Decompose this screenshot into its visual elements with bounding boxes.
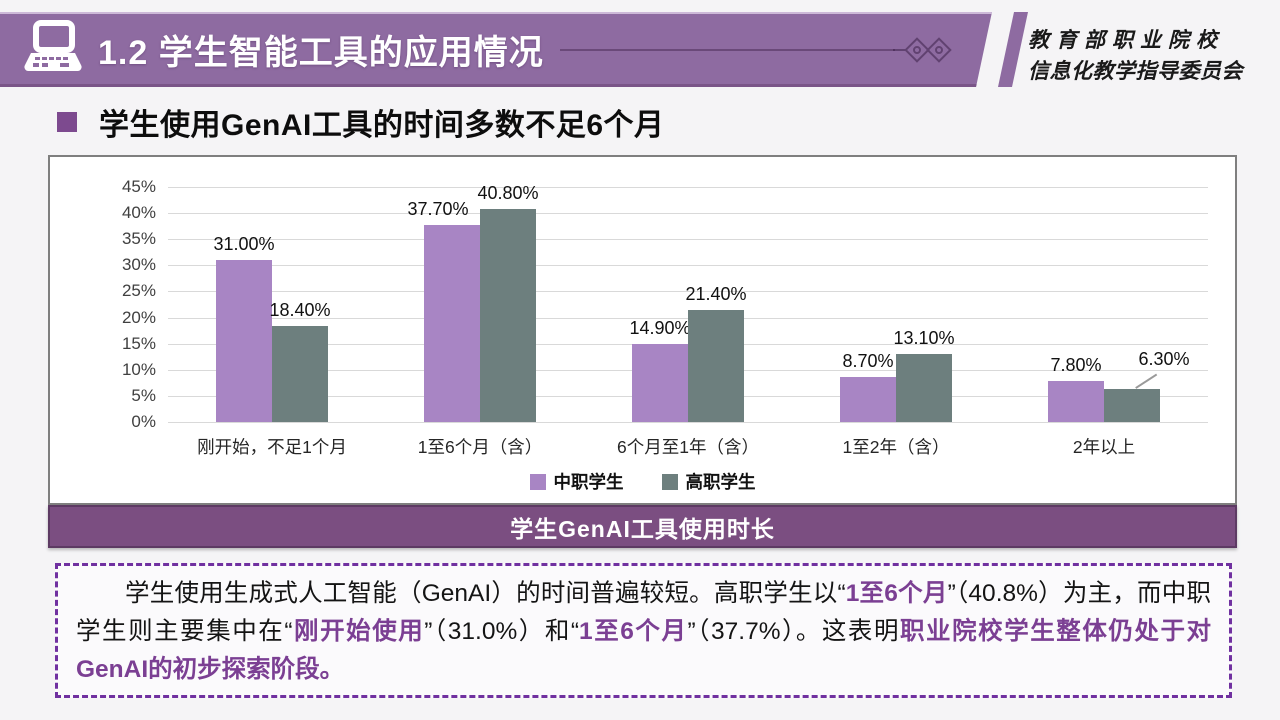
- bar-中职学生: 31.00%: [213, 234, 275, 422]
- bar-value-label: 21.40%: [685, 284, 747, 305]
- summary-emphasis: 职业院校学生整体仍处于对GenAI的初步探索阶段。: [76, 618, 1211, 683]
- x-axis: 刚开始，不足1个月 1至6个月（含） 6个月至1年（含） 1至2年（含） 2年以上: [168, 434, 1208, 460]
- bar-value-label: 8.70%: [842, 350, 894, 371]
- banner-divider-line: [560, 49, 895, 51]
- org-name: 教育部职业院校 信息化教学指导委员会: [1028, 24, 1278, 86]
- y-tick-label: 10%: [121, 359, 156, 379]
- summary-segment: ”（31.0%）和“: [424, 618, 580, 645]
- bar-value-label: 7.80%: [1050, 355, 1102, 376]
- laptop-icon: [22, 20, 84, 79]
- header-banner: 1.2 学生智能工具的应用情况: [0, 12, 992, 87]
- bar-group: 37.70% 40.80%: [376, 183, 584, 422]
- org-name-line2: 信息化教学指导委员会: [1028, 58, 1243, 83]
- y-tick-label: 15%: [121, 333, 156, 353]
- summary-segment: 学生使用生成式人工智能（GenAI）的时间普遍较短。高职学生以“: [125, 580, 846, 607]
- gridline: [168, 291, 1208, 293]
- y-tick-label: 25%: [121, 281, 156, 301]
- y-tick-label: 40%: [121, 203, 156, 223]
- bar-高职学生: 18.40%: [269, 300, 331, 422]
- summary-text: 学生使用生成式人工智能（GenAI）的时间普遍较短。高职学生以“1至6个月”（4…: [76, 575, 1211, 689]
- legend-item: 高职学生: [661, 469, 756, 494]
- chart-panel: 31.00% 18.40% 37.70% 40.80% 14.90% 21.40% 8.70…: [48, 155, 1237, 548]
- bar-value-label: 40.80%: [477, 182, 539, 203]
- gridline: [168, 265, 1208, 267]
- category-label: 2年以上: [1072, 437, 1136, 457]
- slide-title: 1.2 学生智能工具的应用情况: [98, 33, 544, 72]
- gridline: [168, 213, 1208, 215]
- chinese-knot-ornament: [893, 36, 955, 69]
- bar-value-label: 6.30%: [1138, 349, 1190, 370]
- square-bullet-icon: [57, 112, 77, 132]
- category-label: 1至2年（含）: [842, 437, 950, 457]
- plot-area: 31.00% 18.40% 37.70% 40.80% 14.90% 21.40% 8.70…: [168, 183, 1208, 423]
- bar-高职学生: 6.30%: [1104, 349, 1190, 422]
- bar-高职学生: 40.80%: [477, 183, 539, 422]
- gridline: [168, 187, 1208, 188]
- y-tick-label: 30%: [121, 255, 156, 275]
- summary-segment: ”（37.7%）。这表明: [687, 618, 901, 645]
- bar-中职学生: 7.80%: [1048, 355, 1104, 422]
- bar-高职学生: 13.10%: [893, 328, 955, 422]
- bar-value-label: 14.90%: [629, 318, 691, 339]
- section-heading-row: 学生使用GenAI工具的时间多数不足6个月: [57, 100, 665, 144]
- legend-swatch-icon: [661, 473, 678, 490]
- bar-中职学生: 8.70%: [840, 351, 896, 422]
- bar-value-label: 13.10%: [893, 327, 955, 348]
- bar-中职学生: 37.70%: [407, 199, 480, 422]
- bar-value-label: 31.00%: [213, 234, 275, 255]
- y-tick-label: 0%: [131, 412, 156, 431]
- y-tick-label: 20%: [121, 307, 156, 327]
- category-label: 刚开始，不足1个月: [197, 437, 347, 457]
- legend: 中职学生 高职学生: [50, 469, 1235, 494]
- label-leader-line: [1135, 373, 1158, 389]
- bar-group: 8.70% 13.10%: [792, 187, 1000, 422]
- bar-高职学生: 21.40%: [685, 284, 747, 422]
- org-name-line1: 教育部职业院校: [1028, 27, 1224, 52]
- y-tick-label: 35%: [121, 229, 156, 249]
- y-axis: 0% 5% 10% 15% 20% 25% 30% 35% 40% 45%: [50, 177, 156, 431]
- category-label: 1至6个月（含）: [417, 437, 543, 457]
- y-tick-label: 45%: [121, 177, 156, 196]
- gridline: [168, 239, 1208, 241]
- summary-box: 学生使用生成式人工智能（GenAI）的时间普遍较短。高职学生以“1至6个月”（4…: [55, 563, 1232, 698]
- legend-label: 中职学生: [553, 472, 624, 492]
- category-label: 6个月至1年（含）: [617, 437, 759, 457]
- bar-group: 31.00% 18.40%: [168, 187, 376, 422]
- bar-value-label: 37.70%: [407, 199, 469, 220]
- bar-group: 14.90% 21.40%: [584, 187, 792, 422]
- summary-emphasis: 1至6个月: [579, 618, 688, 645]
- y-tick-label: 5%: [131, 385, 156, 405]
- summary-emphasis: 1至6个月: [845, 580, 948, 607]
- bar-value-label: 18.40%: [269, 299, 331, 320]
- chart-caption-band: 学生GenAI工具使用时长: [48, 505, 1237, 548]
- gridline: [168, 422, 1208, 423]
- chart-caption: 学生GenAI工具使用时长: [510, 515, 775, 542]
- legend-item: 中职学生: [529, 469, 624, 494]
- legend-label: 高职学生: [685, 472, 756, 492]
- summary-segment: ”（40.8%）为主，而中职学生则主要集中在“: [76, 580, 1211, 645]
- bar-group: 7.80% 6.30%: [1000, 187, 1208, 422]
- legend-swatch-icon: [529, 473, 546, 490]
- summary-emphasis: 刚开始使用: [292, 618, 425, 645]
- banner-slash-decoration: [998, 12, 1028, 87]
- chart-plot-box: 31.00% 18.40% 37.70% 40.80% 14.90% 21.40% 8.70…: [48, 155, 1237, 505]
- bar-中职学生: 14.90%: [629, 318, 691, 422]
- section-heading: 学生使用GenAI工具的时间多数不足6个月: [99, 109, 665, 142]
